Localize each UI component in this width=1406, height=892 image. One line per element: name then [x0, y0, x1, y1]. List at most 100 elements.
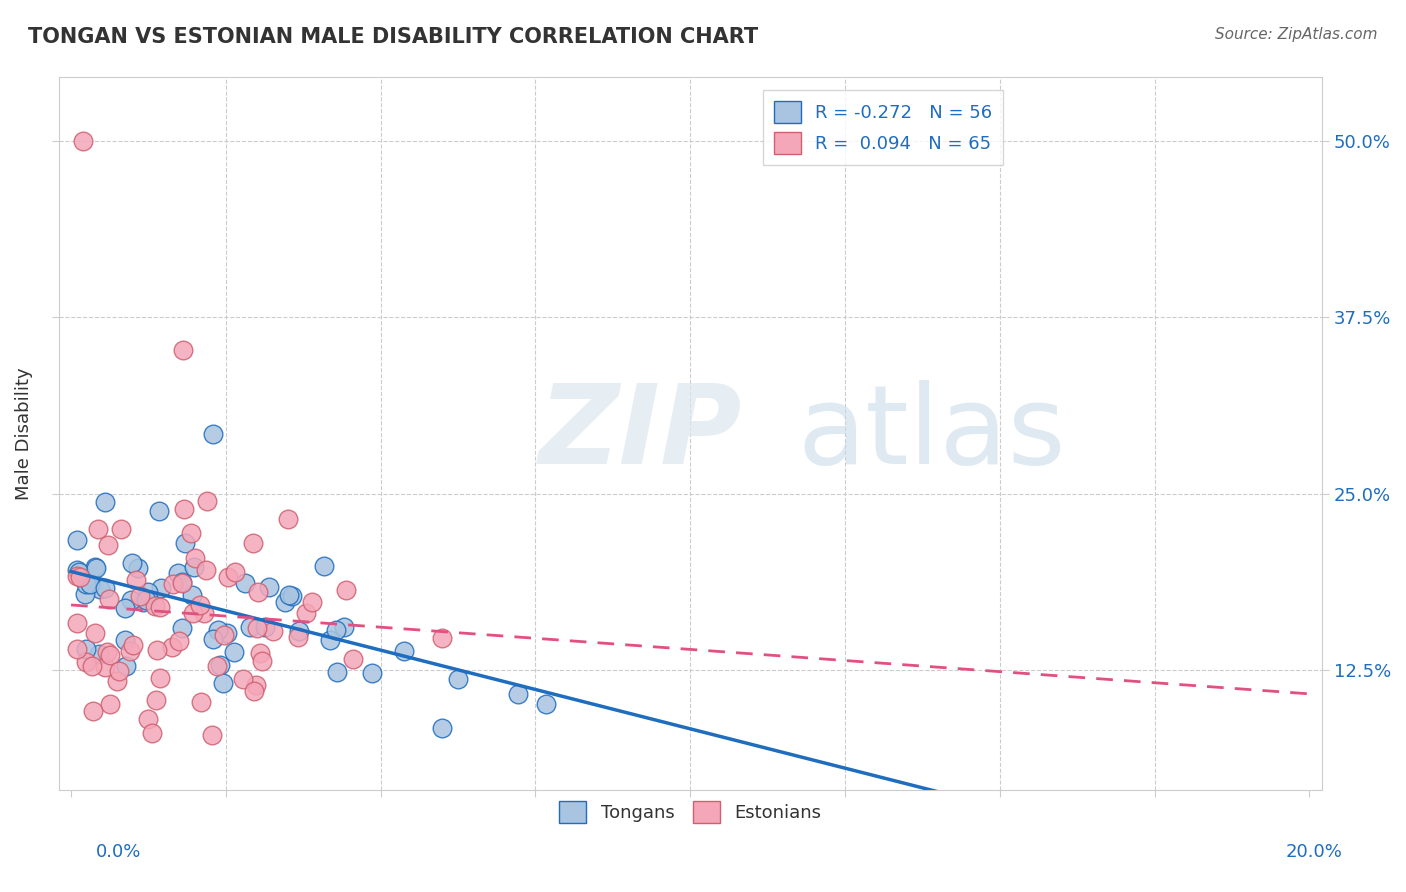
Text: ZIP: ZIP — [538, 380, 742, 487]
Point — [217, 570, 239, 584]
Point — [262, 624, 284, 638]
Point — [96, 645, 118, 659]
Point — [208, 658, 231, 673]
Point — [160, 640, 183, 655]
Text: 20.0%: 20.0% — [1286, 843, 1343, 861]
Point — [75, 656, 97, 670]
Point — [66, 616, 89, 631]
Point — [281, 590, 304, 604]
Point — [212, 676, 235, 690]
Point — [148, 671, 170, 685]
Point — [75, 587, 97, 601]
Point — [180, 525, 202, 540]
Point — [245, 678, 267, 692]
Point — [193, 606, 215, 620]
Point — [67, 566, 90, 580]
Point — [141, 726, 163, 740]
Point — [202, 632, 225, 646]
Point — [110, 522, 132, 536]
Point — [215, 625, 238, 640]
Point — [172, 576, 194, 591]
Point — [118, 644, 141, 658]
Point — [167, 634, 190, 648]
Point — [430, 721, 453, 735]
Point — [120, 592, 142, 607]
Point — [94, 582, 117, 596]
Point — [242, 535, 264, 549]
Point — [100, 697, 122, 711]
Point — [148, 504, 170, 518]
Point — [534, 697, 557, 711]
Point — [207, 624, 229, 638]
Point — [98, 648, 121, 662]
Point — [66, 562, 89, 576]
Point — [222, 645, 245, 659]
Point — [205, 659, 228, 673]
Point — [143, 599, 166, 614]
Point — [128, 590, 150, 604]
Point — [114, 633, 136, 648]
Point — [75, 577, 97, 591]
Point — [135, 593, 157, 607]
Point — [121, 556, 143, 570]
Point — [83, 560, 105, 574]
Point — [195, 563, 218, 577]
Point — [212, 628, 235, 642]
Point — [250, 654, 273, 668]
Text: TONGAN VS ESTONIAN MALE DISABILITY CORRELATION CHART: TONGAN VS ESTONIAN MALE DISABILITY CORRE… — [28, 27, 758, 46]
Point — [97, 538, 120, 552]
Point — [82, 658, 104, 673]
Point — [254, 620, 277, 634]
Point — [277, 589, 299, 603]
Point — [79, 577, 101, 591]
Point — [301, 594, 323, 608]
Point — [287, 630, 309, 644]
Point — [132, 595, 155, 609]
Point — [430, 631, 453, 645]
Point — [288, 624, 311, 639]
Point — [66, 568, 89, 582]
Point — [246, 621, 269, 635]
Point — [162, 576, 184, 591]
Point — [249, 646, 271, 660]
Point — [246, 585, 269, 599]
Point — [233, 576, 256, 591]
Point — [87, 647, 110, 661]
Point — [136, 712, 159, 726]
Point — [183, 560, 205, 574]
Point — [127, 561, 149, 575]
Y-axis label: Male Disability: Male Disability — [15, 368, 32, 500]
Point — [181, 606, 204, 620]
Text: 0.0%: 0.0% — [96, 843, 141, 861]
Point — [86, 560, 108, 574]
Point — [195, 493, 218, 508]
Point — [314, 558, 336, 573]
Text: atlas: atlas — [797, 380, 1066, 487]
Point — [87, 522, 110, 536]
Point — [172, 621, 194, 635]
Point — [94, 494, 117, 508]
Point — [75, 642, 97, 657]
Point — [89, 582, 111, 596]
Point — [335, 582, 357, 597]
Point — [66, 642, 89, 657]
Point — [174, 535, 197, 549]
Point — [145, 693, 167, 707]
Point — [105, 673, 128, 688]
Point — [183, 551, 205, 566]
Point — [72, 134, 94, 148]
Point — [257, 580, 280, 594]
Point — [167, 566, 190, 580]
Point — [84, 625, 107, 640]
Point — [333, 620, 356, 634]
Point — [125, 574, 148, 588]
Point — [224, 565, 246, 579]
Point — [447, 672, 470, 686]
Legend: Tongans, Estonians: Tongans, Estonians — [548, 790, 832, 834]
Text: Source: ZipAtlas.com: Source: ZipAtlas.com — [1215, 27, 1378, 42]
Point — [342, 652, 364, 666]
Point — [94, 659, 117, 673]
Point — [319, 633, 342, 648]
Point — [146, 643, 169, 657]
Point — [173, 502, 195, 516]
